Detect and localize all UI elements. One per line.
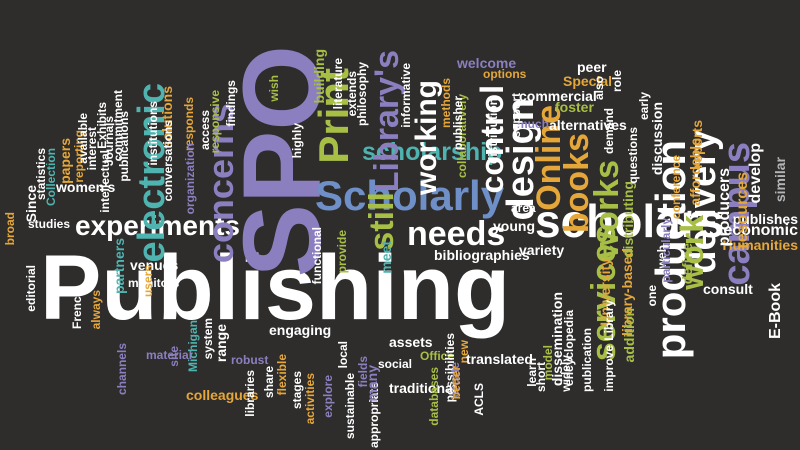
word-venues: venues <box>130 257 179 273</box>
word-encyclopedia: encyclopedia <box>562 310 576 387</box>
word-particularly: particularly <box>659 218 673 283</box>
word-options: options <box>483 67 527 81</box>
word-e-book: E-Book <box>767 283 784 339</box>
word-building: building <box>311 49 327 104</box>
word-provide: provide <box>335 230 349 274</box>
word-experiments: experiments <box>75 210 240 241</box>
word-scholarly: Scholarly <box>315 172 505 219</box>
word-explore: explore <box>321 375 335 418</box>
word-alternatives: alternatives <box>549 117 627 133</box>
word-organization: organization <box>183 143 197 215</box>
word-assets: assets <box>389 334 433 350</box>
word-conversations: conversations <box>161 120 175 202</box>
word-acls: ACLS <box>472 383 486 416</box>
word-support: support <box>509 93 523 138</box>
word-available: available <box>76 113 90 164</box>
word-partners: partners <box>111 238 127 295</box>
word-stages: stages <box>290 371 304 410</box>
word-activities: activities <box>303 373 317 425</box>
word-methods: methods <box>439 78 453 129</box>
word-area: area <box>511 201 536 215</box>
word-distribution: distribution <box>486 98 500 164</box>
word-highly: highly <box>290 123 304 159</box>
word-working: working <box>410 80 443 196</box>
word-similar: similar <box>772 157 788 203</box>
word-share: share <box>262 366 276 399</box>
word-material: material <box>146 348 193 362</box>
word-traditional: traditional <box>389 380 457 396</box>
word-robust: robust <box>231 353 269 367</box>
word-consult: consult <box>703 281 753 297</box>
word-addition: addition <box>621 308 637 363</box>
word-women-s: women's <box>56 179 116 195</box>
word-bibliographies: bibliographies <box>434 247 530 263</box>
word-special: Special <box>563 73 613 89</box>
word-literature: literature <box>331 58 345 110</box>
word-much: much <box>517 117 550 131</box>
word-studies: studies <box>28 217 71 231</box>
word-humanities: Humanities <box>722 237 798 253</box>
word-flexible: flexible <box>275 354 289 396</box>
word-functional: functional <box>310 227 324 285</box>
word-early: early <box>637 92 651 121</box>
word-commercial: commercial <box>519 88 597 104</box>
word-variety: variety <box>519 242 565 258</box>
word-wish: wish <box>267 75 281 102</box>
word-distributing: distributing <box>620 181 636 258</box>
word-meet: meet <box>378 241 394 274</box>
word-publisher: publisher <box>451 96 465 151</box>
word-databases: databases <box>427 367 441 426</box>
word-monitors: monitors <box>128 276 180 290</box>
word-users: users <box>141 265 155 298</box>
word-needs: needs <box>407 215 506 253</box>
word-conference: conference <box>669 155 683 220</box>
word-informative: informative <box>399 63 413 128</box>
word-economic: economic <box>723 222 798 239</box>
word-welcome: welcome <box>457 55 517 71</box>
word-define: define <box>679 243 695 285</box>
word-sustainable: sustainable <box>343 373 357 440</box>
word-peer: peer <box>577 59 607 75</box>
word-colleagues: colleagues <box>186 387 259 403</box>
word-improve: improve <box>602 345 616 392</box>
word-publishing: Publishing <box>40 237 511 339</box>
word-michigan: Michigan <box>186 320 200 373</box>
word-questions: questions <box>626 127 640 184</box>
word-reports: reports <box>689 120 705 169</box>
word-better: better <box>449 366 463 400</box>
word-libraries: libraries <box>243 370 257 417</box>
word-library: Library <box>602 300 616 341</box>
word-channels: channels <box>115 343 129 396</box>
word-publication: publication <box>580 328 594 392</box>
word-role: role <box>610 70 624 93</box>
word-many: many <box>364 365 380 402</box>
word-producers: producers <box>716 168 733 247</box>
word-local: local <box>336 341 350 369</box>
word-always: always <box>89 290 103 330</box>
word-institutions: institutions <box>146 101 160 166</box>
word-scholars: scholars <box>535 195 725 247</box>
word-papers: papers <box>57 138 73 184</box>
word-translated: translated <box>466 351 533 367</box>
word-site: site <box>167 346 181 367</box>
word-develop: develop <box>747 143 764 204</box>
word-social: social <box>378 357 413 371</box>
word-office: Office <box>420 349 455 363</box>
word-scholarship: scholarship <box>362 138 503 166</box>
word-discussion: discussion <box>649 102 665 176</box>
word-one: one <box>645 285 659 307</box>
word-french: French <box>70 289 84 330</box>
word-engaging: engaging <box>269 322 332 338</box>
word-findings: findings <box>224 80 238 127</box>
word-editorial: editorial <box>24 265 38 312</box>
word-range: range <box>213 324 229 363</box>
word-publishes: publishes <box>732 211 798 227</box>
word-broad: broad <box>3 212 17 246</box>
word-young: young <box>493 218 535 234</box>
word-access: access <box>198 110 212 151</box>
word-foster: foster <box>555 99 594 115</box>
word-extends: extends <box>345 71 359 117</box>
